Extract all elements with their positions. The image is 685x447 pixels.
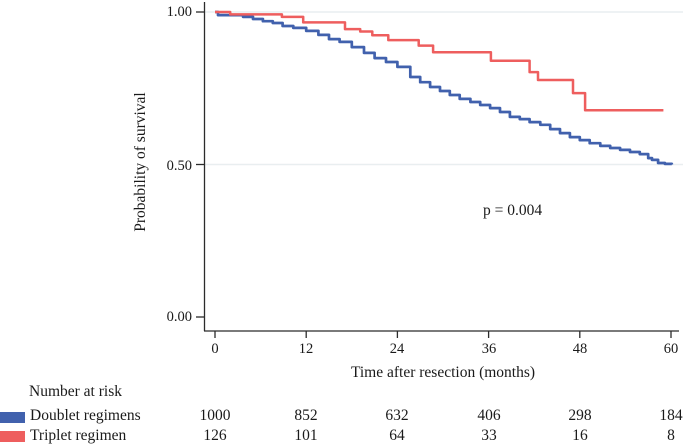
risk-value: 64	[389, 427, 405, 444]
doublet-legend-swatch	[0, 412, 25, 423]
y-axis-title: Probability of survival	[132, 92, 149, 232]
y-tick-label-0.00: 0.00	[166, 309, 192, 325]
y-tick-label-0.50: 0.50	[166, 158, 192, 174]
triplet-legend-swatch	[0, 431, 25, 442]
risk-value: 406	[477, 407, 501, 424]
p-value-annotation: p = 0.004	[483, 202, 543, 219]
y-tick-label-1.00: 1.00	[166, 4, 192, 20]
risk-value: 1000	[199, 407, 231, 424]
x-tick-label-0: 0	[211, 341, 219, 357]
risk-value: 632	[385, 407, 409, 424]
x-tick-label-48: 48	[572, 341, 588, 357]
risk-value: 33	[481, 427, 497, 444]
risk-table-title: Number at risk	[29, 383, 122, 400]
x-tick-label-24: 24	[389, 341, 405, 357]
x-tick-label-12: 12	[298, 341, 314, 357]
risk-value: 8	[667, 427, 675, 444]
risk-value: 184	[659, 407, 683, 424]
risk-value: 852	[294, 407, 318, 424]
x-tick-label-60: 60	[663, 341, 679, 357]
risk-value: 16	[572, 427, 588, 444]
risk-value: 126	[203, 427, 227, 444]
risk-row-label-doublet: Doublet regimens	[30, 407, 141, 424]
risk-value: 101	[294, 427, 318, 444]
risk-value: 298	[568, 407, 592, 424]
risk-row-label-triplet: Triplet regimen	[30, 427, 127, 444]
x-tick-label-36: 36	[481, 341, 497, 357]
x-axis-title: Time after resection (months)	[350, 364, 536, 381]
